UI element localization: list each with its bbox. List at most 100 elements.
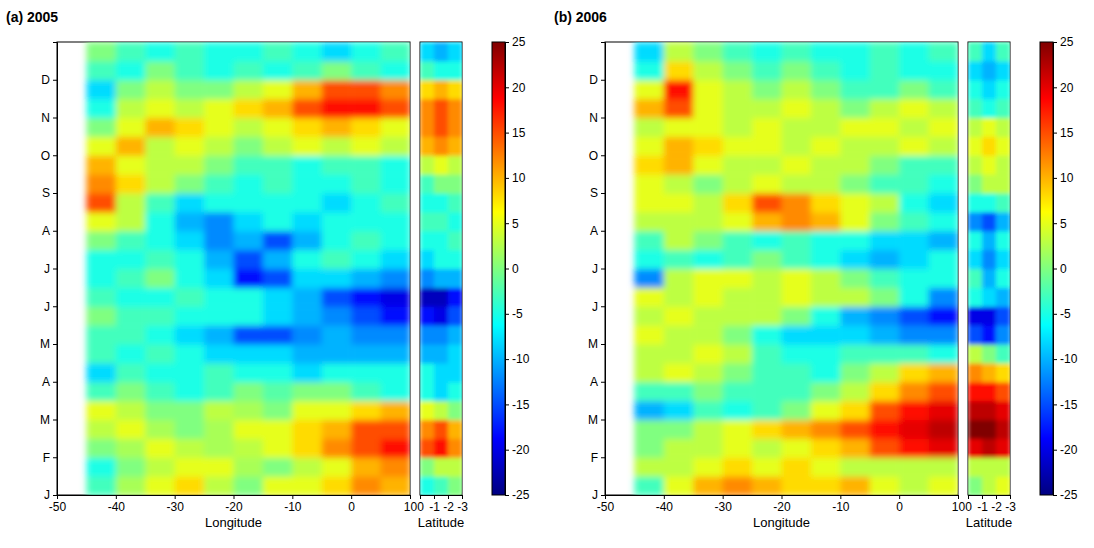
y-tick-mark [53, 382, 57, 383]
heat-cell [723, 193, 753, 212]
colorbar-tick-label: -15 [1060, 398, 1078, 412]
heat-cell [664, 363, 694, 382]
heat-cell [982, 193, 997, 212]
heat-cell [420, 401, 435, 420]
heat-cell [292, 401, 322, 420]
heat-cell [723, 401, 753, 420]
x-tick-label: -3 [1005, 500, 1016, 514]
y-tick-mark [53, 420, 57, 421]
heat-cell [782, 212, 812, 231]
heat-cell [752, 287, 782, 306]
x-tick: 10 [952, 495, 966, 514]
heat-cell [870, 420, 900, 439]
heat-cell [929, 287, 958, 306]
y-tick-label: N [589, 111, 598, 125]
heat-cell [116, 99, 146, 118]
x-tick-label: 0 [348, 500, 355, 514]
heat-cell [968, 401, 983, 420]
heat-cell [968, 363, 983, 382]
colorbar-tick: -15 [505, 398, 530, 412]
heat-cell [634, 363, 664, 382]
y-tick: J [592, 488, 605, 502]
heat-cell [351, 457, 381, 476]
heat-cell [723, 250, 753, 269]
heat-cell [86, 42, 116, 61]
heat-cell [968, 306, 983, 325]
heat-cell [263, 174, 293, 193]
x-tick: -30 [714, 495, 732, 514]
y-tick: O [41, 149, 57, 163]
heat-cell [322, 287, 352, 306]
x-axis: -50-40-30-20-10010 [597, 495, 966, 514]
heat-cell [175, 420, 205, 439]
heat-cell [204, 457, 234, 476]
heat-cell [996, 193, 1010, 212]
colorbar-tick-mark [505, 495, 509, 496]
heat-cell [448, 401, 462, 420]
heat-cell [752, 118, 782, 137]
axis-line [506, 43, 510, 496]
heat-cell [664, 118, 694, 137]
heat-cell [204, 344, 234, 363]
heat-cell [204, 250, 234, 269]
heat-cell [752, 212, 782, 231]
heat-cell [175, 136, 205, 155]
heat-cell [234, 382, 264, 401]
heat-cell [968, 118, 983, 137]
x-tick-mark [434, 495, 435, 499]
heat-cell [811, 476, 841, 495]
heat-cell [840, 269, 870, 288]
heat-cell [434, 155, 449, 174]
y-tick-label: A [590, 375, 598, 389]
heat-cell [840, 420, 870, 439]
heat-cell [782, 287, 812, 306]
y-tick-label: F [43, 451, 50, 465]
heat-cell [434, 99, 449, 118]
heat-cell [782, 231, 812, 250]
heat-cell [664, 287, 694, 306]
y-tick: F [43, 451, 57, 465]
heat-cell [982, 61, 997, 80]
colorbar-tick: 25 [505, 35, 526, 49]
heat-cell [634, 344, 664, 363]
heat-cell [116, 363, 146, 382]
heat-cell [982, 306, 997, 325]
heat-cell [263, 344, 293, 363]
heat-cell [811, 457, 841, 476]
heat-cell [434, 212, 449, 231]
heat-cell [664, 136, 694, 155]
heat-cell [870, 99, 900, 118]
heat-cell [420, 80, 435, 99]
heat-cell [982, 476, 997, 495]
heat-cell [420, 99, 435, 118]
colorbar-tick-mark [505, 450, 509, 451]
colorbar-tick-label: 20 [512, 81, 526, 95]
heat-cell [929, 476, 958, 495]
heat-cell [996, 476, 1010, 495]
heat-cell [782, 344, 812, 363]
heat-cell [204, 231, 234, 250]
heat-cell [840, 476, 870, 495]
x-axis: 0-1-2-3 [965, 495, 1016, 514]
heat-cell [982, 382, 997, 401]
heat-cell [870, 325, 900, 344]
heat-cell [420, 306, 435, 325]
heat-cell [723, 476, 753, 495]
colorbar-tick: 0 [505, 262, 519, 276]
heat-cell [263, 306, 293, 325]
heat-cell [145, 457, 175, 476]
heat-cell [448, 269, 462, 288]
y-tick-mark [601, 495, 605, 496]
heat-cell [434, 118, 449, 137]
colorbar-tick-mark [505, 314, 509, 315]
heat-cell [634, 212, 664, 231]
heat-cell [693, 118, 723, 137]
heat-cell [693, 457, 723, 476]
y-tick-label: J [592, 262, 598, 276]
y-axis: JFMAMJJASOND [588, 43, 606, 503]
y-tick: N [41, 111, 57, 125]
heat-cell [840, 80, 870, 99]
x-tick-mark [664, 495, 665, 499]
heat-cell [996, 344, 1010, 363]
y-tick-mark [601, 457, 605, 458]
